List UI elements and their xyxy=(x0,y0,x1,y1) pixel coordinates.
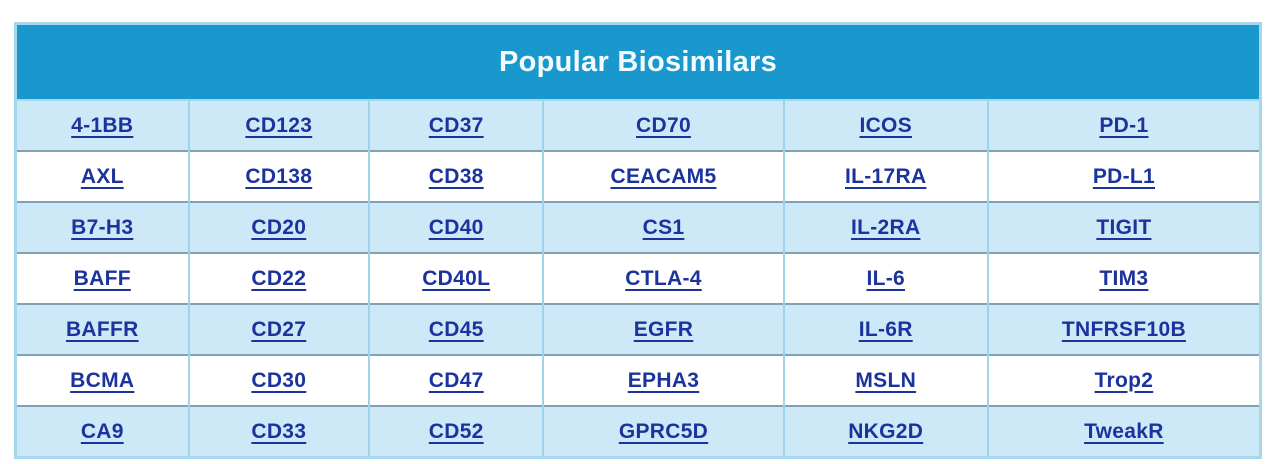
table-cell: CD30 xyxy=(187,354,371,406)
table-cell: NKG2D xyxy=(782,405,989,458)
table-cell: AXL xyxy=(14,150,190,202)
biosimilar-link[interactable]: PD-1 xyxy=(1099,113,1149,137)
biosimilar-link[interactable]: CA9 xyxy=(80,419,124,443)
table-cell: CD47 xyxy=(368,354,545,406)
table-row: BAFFR CD27 CD45 EGFR IL-6R TNFRSF10B xyxy=(14,303,1262,355)
table-cell: CD40L xyxy=(368,252,545,304)
table-cell: EPHA3 xyxy=(542,354,785,406)
biosimilar-link[interactable]: NKG2D xyxy=(848,419,924,443)
biosimilar-link[interactable]: EPHA3 xyxy=(627,368,700,392)
table-cell: CD52 xyxy=(368,405,545,458)
biosimilar-link[interactable]: BAFF xyxy=(73,266,131,290)
table-cell: MSLN xyxy=(782,354,989,406)
biosimilar-link[interactable]: CTLA-4 xyxy=(625,266,702,290)
biosimilar-link[interactable]: CD38 xyxy=(428,164,484,188)
table-cell: IL-6 xyxy=(782,252,989,304)
biosimilar-link[interactable]: IL-17RA xyxy=(845,164,927,188)
table-cell: BAFFR xyxy=(14,303,190,355)
biosimilar-link[interactable]: IL-2RA xyxy=(850,215,921,239)
biosimilar-link[interactable]: CD47 xyxy=(428,368,484,392)
biosimilar-link[interactable]: CEACAM5 xyxy=(610,164,717,188)
table-cell: PD-L1 xyxy=(986,150,1262,202)
biosimilar-link[interactable]: B7-H3 xyxy=(71,215,134,239)
table-cell: CD70 xyxy=(542,100,785,151)
biosimilar-link[interactable]: CD22 xyxy=(251,266,307,290)
biosimilar-link[interactable]: IL-6R xyxy=(858,317,913,341)
biosimilar-link[interactable]: CD123 xyxy=(245,113,313,137)
biosimilar-link[interactable]: CD138 xyxy=(245,164,313,188)
biosimilar-link[interactable]: CD40 xyxy=(428,215,484,239)
table-cell: CD33 xyxy=(187,405,371,458)
table-body: 4-1BB CD123 CD37 CD70 ICOS PD-1 AXL CD138 CD38 CE… xyxy=(14,100,1262,458)
table-cell: CA9 xyxy=(14,405,190,458)
table-title: Popular Biosimilars xyxy=(15,23,1261,101)
table-cell: TIM3 xyxy=(986,252,1262,304)
biosimilar-link[interactable]: MSLN xyxy=(855,368,917,392)
biosimilar-link[interactable]: BCMA xyxy=(70,368,135,392)
table-cell: ICOS xyxy=(782,100,989,151)
biosimilar-link[interactable]: ICOS xyxy=(859,113,912,137)
table-row: BCMA CD30 CD47 EPHA3 MSLN Trop2 xyxy=(14,354,1262,406)
biosimilar-link[interactable]: AXL xyxy=(80,164,124,188)
biosimilar-link[interactable]: CD40L xyxy=(422,266,491,290)
table-cell: BAFF xyxy=(14,252,190,304)
table-cell: 4-1BB xyxy=(14,100,190,151)
biosimilar-link[interactable]: CD52 xyxy=(428,419,484,443)
table-cell: CD123 xyxy=(187,100,371,151)
table-cell: CD37 xyxy=(368,100,545,151)
table-cell: CD22 xyxy=(187,252,371,304)
header-row: Popular Biosimilars xyxy=(15,23,1261,101)
biosimilar-link[interactable]: GPRC5D xyxy=(618,419,709,443)
table-cell: IL-17RA xyxy=(782,150,989,202)
biosimilar-link[interactable]: CD20 xyxy=(251,215,307,239)
biosimilar-link[interactable]: IL-6 xyxy=(866,266,905,290)
biosimilar-link[interactable]: TIGIT xyxy=(1096,215,1152,239)
biosimilar-link[interactable]: PD-L1 xyxy=(1092,164,1155,188)
biosimilar-link[interactable]: CD30 xyxy=(251,368,307,392)
table-row: 4-1BB CD123 CD37 CD70 ICOS PD-1 xyxy=(14,100,1262,151)
table-cell: CD40 xyxy=(368,201,545,253)
table-cell: CS1 xyxy=(542,201,785,253)
table-cell: IL-6R xyxy=(782,303,989,355)
table-cell: CEACAM5 xyxy=(542,150,785,202)
biosimilar-link[interactable]: CD33 xyxy=(251,419,307,443)
table-cell: CD45 xyxy=(368,303,545,355)
table-cell: CD20 xyxy=(187,201,371,253)
biosimilar-link[interactable]: BAFFR xyxy=(65,317,139,341)
table-cell: CD138 xyxy=(187,150,371,202)
table-row: CA9 CD33 CD52 GPRC5D NKG2D TweakR xyxy=(14,405,1262,458)
table-row: BAFF CD22 CD40L CTLA-4 IL-6 TIM3 xyxy=(14,252,1262,304)
biosimilar-link[interactable]: TIM3 xyxy=(1099,266,1149,290)
biosimilar-link[interactable]: TweakR xyxy=(1084,419,1164,443)
table-cell: TweakR xyxy=(986,405,1262,458)
biosimilar-link[interactable]: CD70 xyxy=(636,113,691,137)
biosimilar-link[interactable]: CD45 xyxy=(428,317,484,341)
table-cell: CD27 xyxy=(187,303,371,355)
biosimilar-link[interactable]: TNFRSF10B xyxy=(1061,317,1186,341)
table-row: AXL CD138 CD38 CEACAM5 IL-17RA PD-L1 xyxy=(14,150,1262,202)
table-row: B7-H3 CD20 CD40 CS1 IL-2RA TIGIT xyxy=(14,201,1262,253)
biosimilar-link[interactable]: CD27 xyxy=(251,317,307,341)
popular-biosimilars-table: Popular Biosimilars 4-1BB CD123 CD37 CD70 IC… xyxy=(14,22,1262,459)
biosimilar-link[interactable]: CD37 xyxy=(428,113,484,137)
biosimilar-link[interactable]: EGFR xyxy=(633,317,694,341)
table-cell: B7-H3 xyxy=(14,201,190,253)
table-cell: GPRC5D xyxy=(542,405,785,458)
table-cell: TIGIT xyxy=(986,201,1262,253)
table-cell: BCMA xyxy=(14,354,190,406)
biosimilar-link[interactable]: 4-1BB xyxy=(71,113,134,137)
biosimilar-link[interactable]: Trop2 xyxy=(1094,368,1154,392)
table-cell: CTLA-4 xyxy=(542,252,785,304)
table-cell: EGFR xyxy=(542,303,785,355)
table-cell: PD-1 xyxy=(986,100,1262,151)
biosimilar-link[interactable]: CS1 xyxy=(642,215,685,239)
table-cell: TNFRSF10B xyxy=(986,303,1262,355)
table-cell: CD38 xyxy=(368,150,545,202)
table-cell: IL-2RA xyxy=(782,201,989,253)
table-cell: Trop2 xyxy=(986,354,1262,406)
